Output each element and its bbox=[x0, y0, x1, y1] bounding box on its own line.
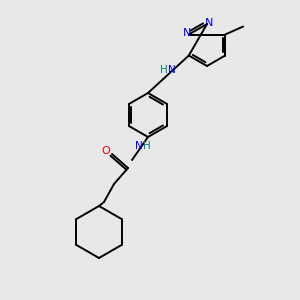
Text: H: H bbox=[143, 141, 151, 151]
Text: N: N bbox=[135, 141, 143, 151]
Text: N: N bbox=[183, 28, 191, 38]
Text: O: O bbox=[102, 146, 110, 156]
Text: N: N bbox=[167, 65, 175, 75]
Text: H: H bbox=[160, 65, 167, 75]
Text: N: N bbox=[205, 18, 213, 28]
